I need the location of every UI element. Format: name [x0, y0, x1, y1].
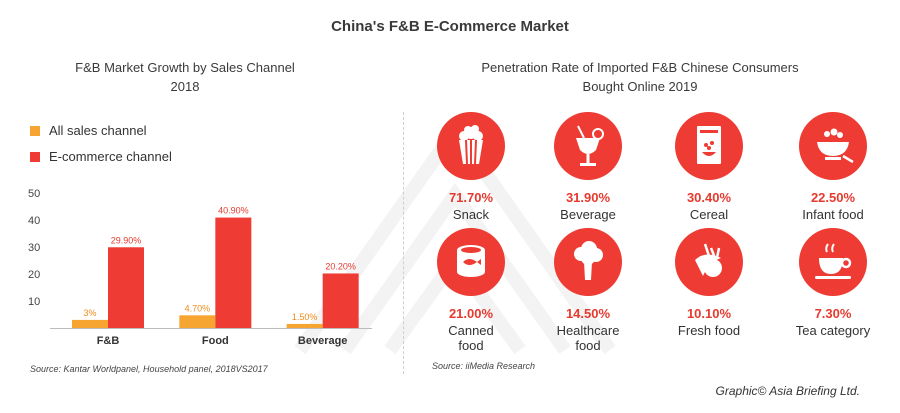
right-source: Source: iiMedia Research: [432, 361, 536, 371]
penetration-item: 31.90% Beverage: [528, 112, 648, 222]
y-tick-label: 50: [28, 188, 40, 200]
penetration-percent: 10.10%: [686, 306, 732, 321]
bar-all-sales: [286, 323, 323, 328]
penetration-item: 14.50% Healthcare food: [528, 228, 648, 353]
penetration-category: Healthcare food: [556, 323, 620, 353]
data-label: 4.70%: [185, 303, 211, 313]
bar-chart: 10 20 30 40 50 3% 29.90% F&B 4.70% 40.90% Food 1.50…: [28, 188, 372, 347]
penetration-item: 22.50% Infant food: [773, 112, 893, 222]
legend-swatch-red: [30, 151, 40, 162]
penetration-category: Fresh food: [677, 323, 741, 338]
teacup-icon: [799, 228, 867, 296]
penetration-percent: 22.50%: [810, 190, 856, 205]
broccoli-icon: [554, 228, 622, 296]
penetration-percent: 21.00%: [448, 306, 494, 321]
left-source: Source: Kantar Worldpanel, Household pan…: [30, 364, 268, 374]
penetration-percent: 31.90%: [565, 190, 611, 205]
bar-ecommerce: [215, 217, 252, 328]
penetration-percent: 7.30%: [814, 306, 852, 321]
penetration-item: 21.00% Canned food: [411, 228, 531, 353]
penetration-category: Tea category: [795, 323, 871, 338]
penetration-category: Beverage: [560, 207, 616, 222]
penetration-percent: 14.50%: [565, 306, 611, 321]
penetration-category: Infant food: [802, 207, 864, 222]
y-tick-label: 20: [28, 269, 40, 281]
baby-bowl-icon: [799, 112, 867, 180]
penetration-category: Canned food: [448, 323, 494, 353]
penetration-percent: 71.70%: [448, 190, 494, 205]
penetration-item: 7.30% Tea category: [773, 228, 893, 338]
right-panel-title: Penetration Rate of Imported F&B Chinese…: [481, 60, 799, 94]
panel-divider: [403, 112, 404, 374]
bar-ecommerce: [322, 273, 359, 328]
data-label: 40.90%: [218, 206, 249, 216]
page-title: China's F&B E-Commerce Market: [331, 18, 569, 35]
data-label: 1.50%: [292, 312, 318, 322]
y-tick-label: 40: [28, 215, 40, 227]
data-label: 29.90%: [111, 235, 142, 245]
legend-label: All sales channel: [49, 123, 147, 138]
legend-label: E-commerce channel: [49, 149, 172, 164]
bar-all-sales: [72, 319, 108, 328]
x-tick-label: F&B: [97, 335, 120, 347]
bar-all-sales: [179, 315, 216, 328]
cereal-box-icon: [675, 112, 743, 180]
penetration-percent: 30.40%: [686, 190, 732, 205]
x-tick-label: Food: [202, 335, 229, 347]
popcorn-icon: [437, 112, 505, 180]
y-tick-label: 10: [28, 296, 40, 308]
legend-item-ecommerce: E-commerce channel: [30, 149, 172, 164]
cocktail-icon: [554, 112, 622, 180]
graphic-credit: Graphic© Asia Briefing Ltd.: [715, 384, 860, 398]
x-tick-label: Beverage: [298, 335, 348, 347]
penetration-category: Snack: [452, 207, 490, 222]
data-label: 20.20%: [325, 261, 356, 271]
legend-swatch-orange: [30, 125, 40, 136]
canned-fish-icon: [437, 228, 505, 296]
penetration-category: Cereal: [689, 207, 729, 222]
vegetables-icon: [675, 228, 743, 296]
legend-item-all-sales: All sales channel: [30, 123, 147, 138]
y-tick-label: 30: [28, 242, 40, 254]
left-chart-title: F&B Market Growth by Sales Channel 2018: [75, 60, 295, 94]
penetration-item: 10.10% Fresh food: [649, 228, 769, 338]
penetration-item: 30.40% Cereal: [649, 112, 769, 222]
data-label: 3%: [83, 308, 96, 318]
bar-ecommerce: [108, 247, 144, 328]
penetration-item: 71.70% Snack: [411, 112, 531, 222]
